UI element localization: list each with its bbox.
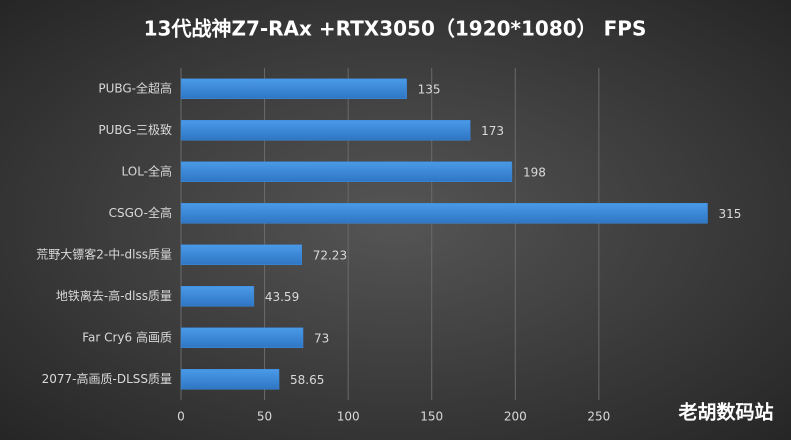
- x-tick-label: 0: [177, 410, 185, 424]
- bar: [180, 286, 255, 307]
- x-tick-label: 100: [337, 410, 360, 424]
- value-label: 58.65: [290, 373, 324, 387]
- y-tick-label: CSGO-全高: [109, 205, 172, 220]
- bar: [180, 369, 280, 390]
- bar: [180, 327, 304, 348]
- value-label: 43.59: [265, 290, 299, 304]
- y-tick-label: PUBG-三极致: [98, 123, 172, 137]
- value-label: 198: [523, 165, 546, 179]
- value-label: 135: [418, 82, 441, 96]
- bar: [180, 203, 708, 224]
- value-label: 173: [481, 124, 504, 138]
- value-label: 72.23: [313, 248, 347, 262]
- bar: [180, 78, 407, 99]
- y-tick-label: PUBG-全超高: [98, 80, 172, 95]
- watermark: 老胡数码站: [678, 401, 773, 424]
- bar: [180, 244, 302, 265]
- y-tick-label: 2077-高画质-DLSS质量: [42, 371, 172, 386]
- bar: [180, 161, 513, 182]
- y-tick-label: 荒野大镖客2-中-dlss质量: [36, 246, 172, 261]
- y-tick-label: 地铁离去-高-dlss质量: [56, 288, 172, 303]
- chart-title: 13代战神Z7-RAx +RTX3050（1920*1080） FPS: [144, 17, 647, 41]
- x-tick-label: 250: [587, 410, 610, 424]
- value-label: 73: [314, 331, 329, 345]
- bar: [180, 120, 471, 141]
- y-tick-label: LOL-全高: [121, 163, 172, 178]
- x-tick-label: 200: [504, 410, 527, 424]
- x-tick-label: 150: [420, 410, 443, 424]
- value-label: 315: [719, 207, 742, 221]
- x-tick-label: 50: [257, 410, 272, 424]
- y-tick-label: Far Cry6 高画质: [82, 329, 172, 344]
